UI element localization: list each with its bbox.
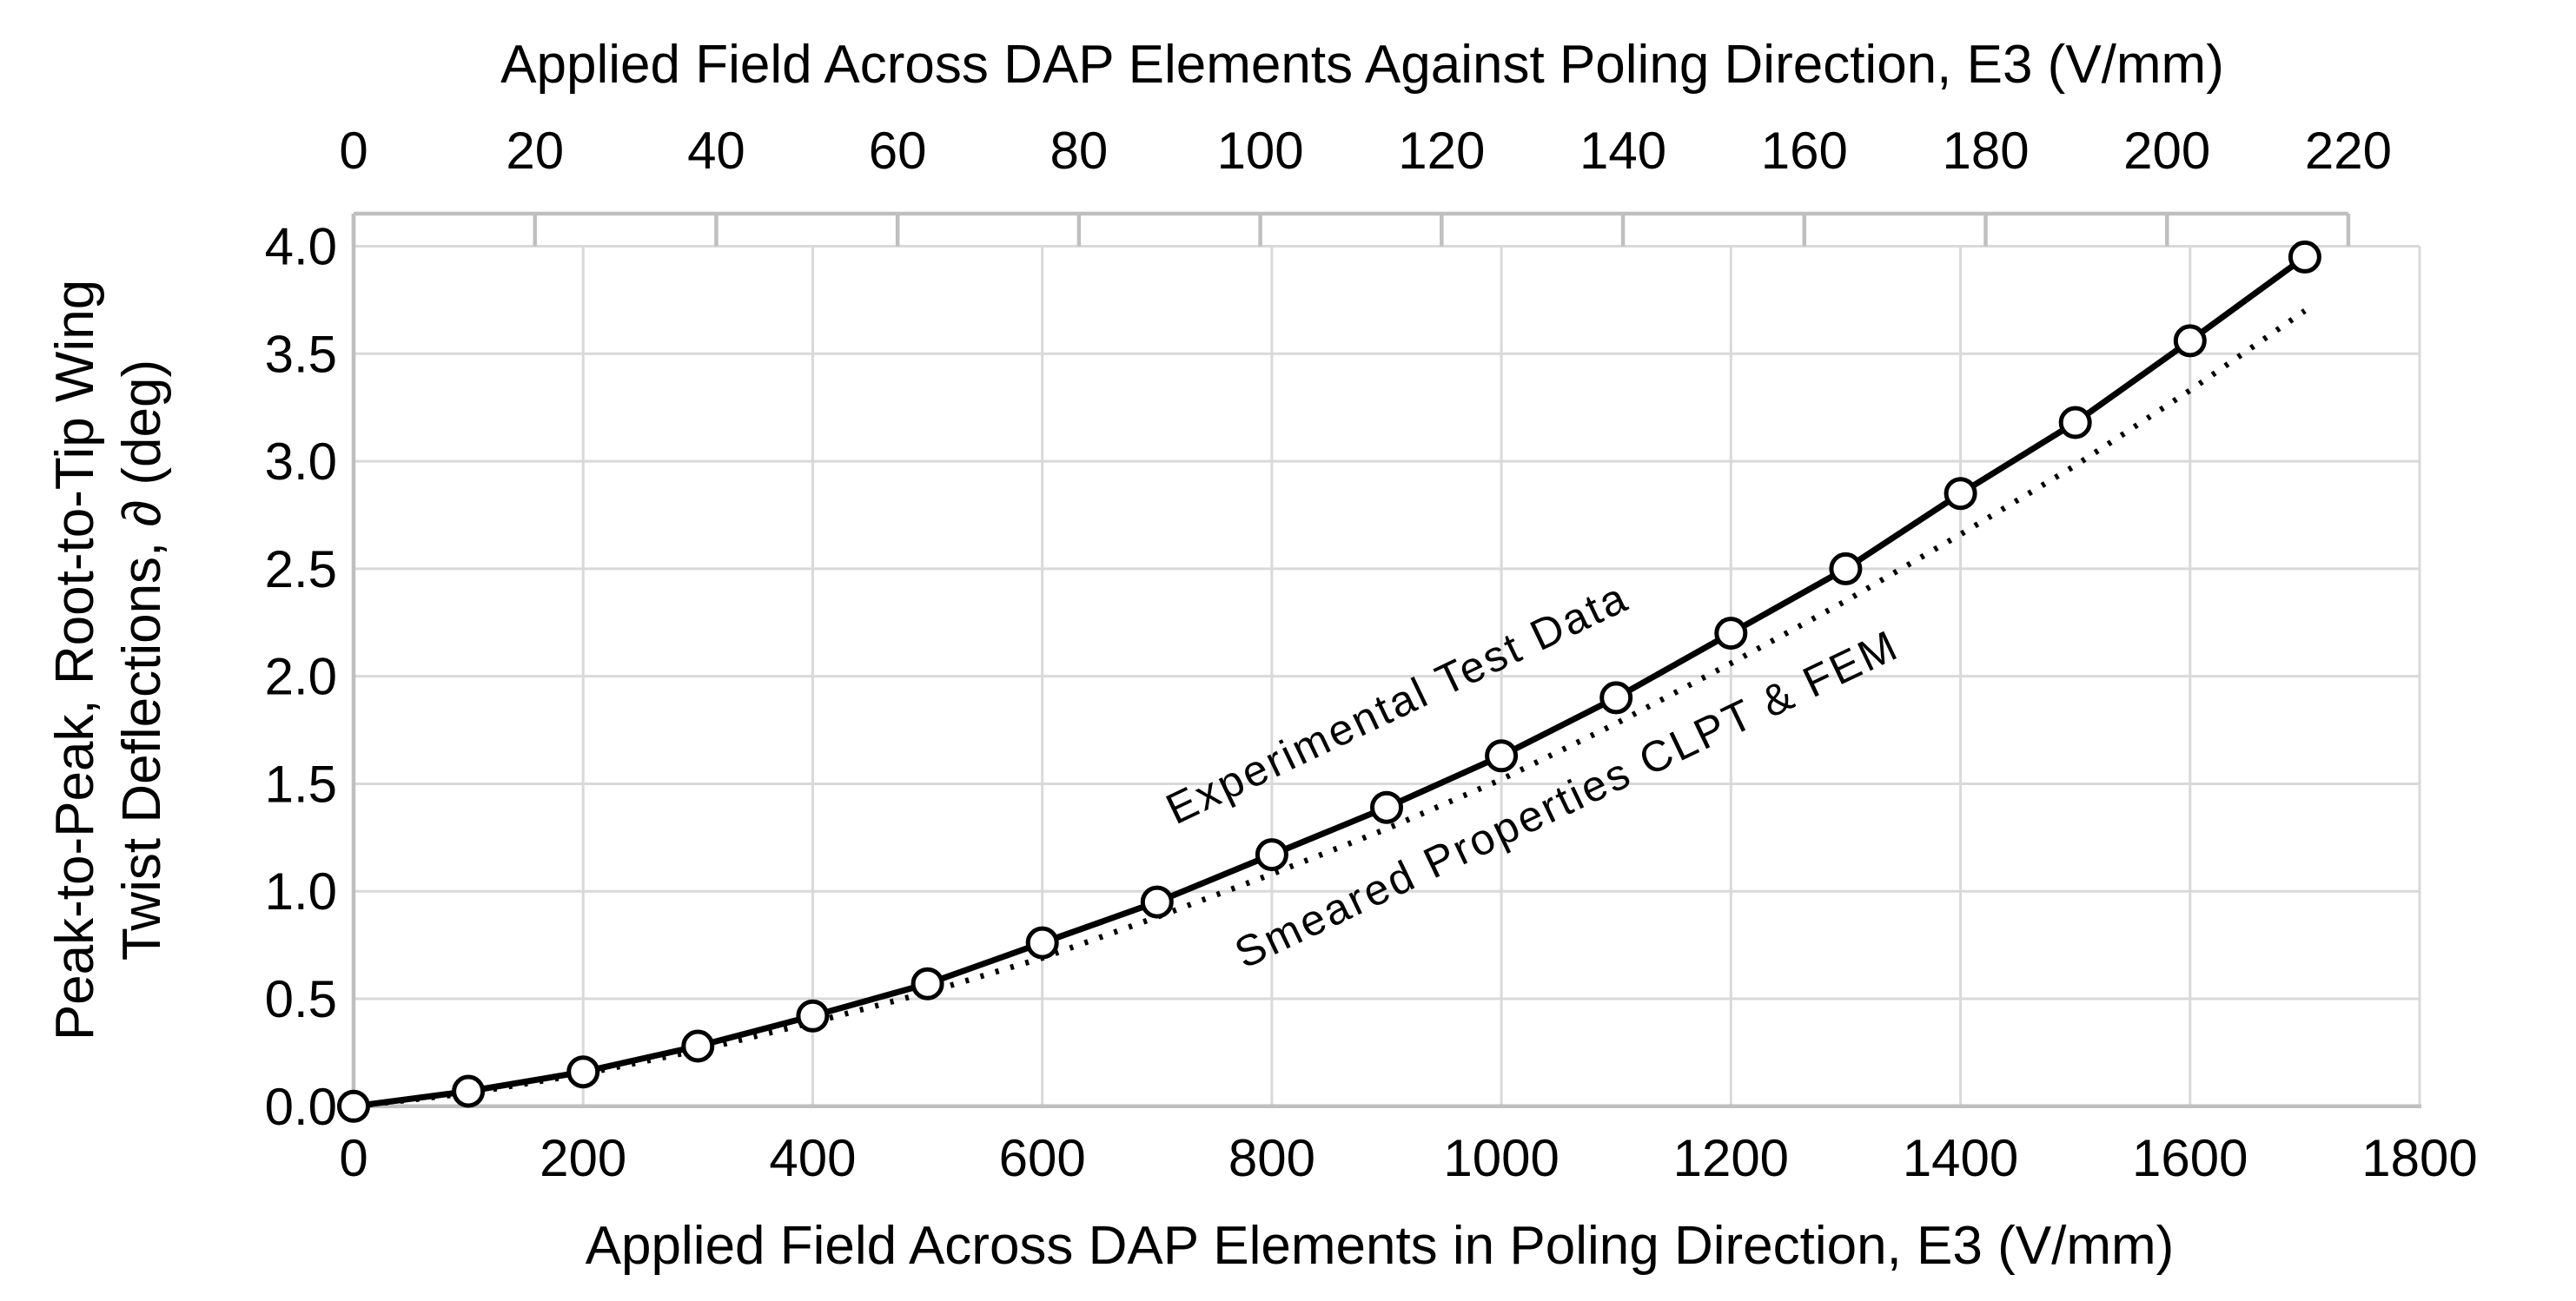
top-x-tick-label: 200 — [2123, 122, 2210, 180]
experimental-marker — [1370, 790, 1403, 824]
y-tick-label: 3.5 — [265, 325, 337, 383]
top-x-tick-label: 60 — [869, 122, 927, 180]
top-x-tick-label: 120 — [1398, 122, 1485, 180]
top-x-tick-label: 180 — [1942, 122, 2029, 180]
experimental-marker — [796, 999, 830, 1033]
bottom-x-tick-label: 400 — [769, 1129, 856, 1187]
bottom-x-tick-label: 600 — [999, 1129, 1086, 1187]
bottom-x-tick-label: 1400 — [1903, 1129, 2018, 1187]
experimental-marker — [1829, 551, 1863, 585]
experimental-marker — [2288, 240, 2321, 274]
y-tick-label: 1.0 — [265, 862, 337, 921]
experimental-marker — [681, 1029, 715, 1063]
top-x-tick-label: 0 — [339, 122, 368, 180]
top-x-tick-label: 40 — [687, 122, 745, 180]
top-x-tick-label: 100 — [1217, 122, 1304, 180]
bottom-x-tick-label: 1000 — [1443, 1129, 1559, 1187]
experimental-marker — [2058, 406, 2092, 439]
bottom-x-tick-label: 800 — [1228, 1129, 1315, 1187]
experimental-marker — [1714, 617, 1748, 650]
gridlines — [354, 245, 2421, 1106]
experimental-marker — [1599, 681, 1633, 715]
top-x-tick-label: 140 — [1579, 122, 1666, 180]
top-axis-title: Applied Field Across DAP Elements Agains… — [500, 35, 2224, 95]
y-tick-label: 2.5 — [265, 540, 337, 598]
experimental-series-line — [353, 254, 2307, 1110]
experimental-marker — [2173, 324, 2207, 358]
bottom-x-tick-label: 1200 — [1673, 1129, 1789, 1187]
tick-labels: 0.00.51.01.52.02.53.03.54.00 200 400 600 800… — [265, 122, 2478, 1187]
y-tick-label: 2.0 — [265, 648, 337, 706]
experimental-marker — [1025, 926, 1059, 960]
experimental-marker — [566, 1055, 600, 1089]
y-tick-label: 3.0 — [265, 433, 337, 491]
axis-lines — [351, 211, 2421, 1109]
y-axis-title-line2: Twist Deflections, ∂ (deg) — [112, 360, 172, 961]
series-plots — [337, 240, 2321, 1123]
y-tick-label: 0.0 — [265, 1078, 337, 1136]
experimental-marker — [1485, 739, 1519, 773]
bottom-x-tick-label: 1600 — [2132, 1129, 2248, 1187]
experimental-marker — [337, 1089, 370, 1123]
experimental-marker — [452, 1074, 486, 1108]
top-x-tick-label: 160 — [1761, 122, 1848, 180]
top-x-tick-label: 220 — [2305, 122, 2392, 180]
bottom-x-tick-label: 1800 — [2361, 1129, 2477, 1187]
bottom-x-tick-label: 0 — [339, 1129, 368, 1187]
bottom-x-tick-label: 200 — [540, 1129, 626, 1187]
y-tick-label: 1.5 — [265, 755, 337, 813]
y-tick-label: 4.0 — [265, 218, 337, 276]
top-x-tick-label: 80 — [1050, 122, 1109, 180]
y-tick-label: 0.5 — [265, 970, 337, 1028]
series-label-smeared: Smeared Properties CLPT & FEM — [1228, 620, 1906, 978]
experimental-marker — [1944, 477, 1977, 511]
bottom-axis-title: Applied Field Across DAP Elements in Pol… — [586, 1216, 2175, 1276]
y-axis-title-line1: Peak-to-Peak, Root-to-Tip Wing — [45, 280, 105, 1040]
top-x-tick-label: 20 — [506, 122, 564, 180]
experimental-marker — [1140, 885, 1174, 919]
experimental-marker — [911, 967, 944, 1001]
experimental-marker — [1255, 838, 1288, 872]
smeared-series-line — [353, 308, 2307, 1110]
